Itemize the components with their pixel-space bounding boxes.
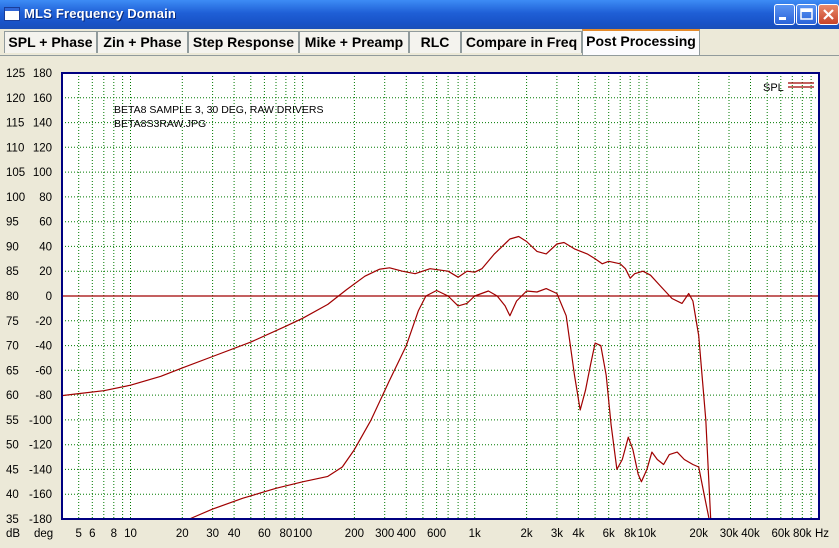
x-tick-label: 80k [793,528,812,540]
y-tick-label-db: 105 [6,167,25,179]
y-tick-label-db: 40 [6,489,19,501]
y-tick-label-deg: 60 [39,217,52,229]
x-tick-label: 20 [176,528,189,540]
y-tick-label-deg: -80 [35,390,52,402]
tab-step-response[interactable]: Step Response [188,31,299,53]
tab-spl-phase[interactable]: SPL + Phase [4,31,97,53]
y-tick-label-db: 90 [6,241,19,253]
y-tick-label-deg: -140 [29,464,52,476]
x-tick-label: 60 [258,528,271,540]
minimize-button[interactable] [774,4,795,25]
close-icon [823,9,834,20]
y-axis-unit-deg: deg [34,528,53,540]
y-tick-label-db: 125 [6,68,25,80]
y-tick-label-db: 70 [6,341,19,353]
x-tick-label: 100 [293,528,312,540]
y-tick-label-db: 35 [6,514,19,526]
y-tick-label-db: 85 [6,266,19,278]
tab-zin-phase[interactable]: Zin + Phase [97,31,188,53]
plot-note: BETA8 SAMPLE 3, 30 DEG, RAW DRIVERS [114,104,323,116]
x-tick-label: 1k [469,528,481,540]
y-axis-unit-db: dB [6,528,20,540]
y-tick-label-db: 80 [6,291,19,303]
x-tick-label: 400 [397,528,416,540]
x-tick-label: 10 [124,528,137,540]
x-tick-label: 80 [280,528,293,540]
y-tick-label-deg: 20 [39,266,52,278]
y-tick-label-db: 65 [6,365,19,377]
y-tick-label-deg: 180 [33,68,52,80]
legend-label: SPL [763,82,784,94]
series-line [189,288,710,520]
y-tick-label-deg: 120 [33,142,52,154]
x-tick-label: 4k [572,528,584,540]
y-tick-label-db: 100 [6,192,25,204]
y-tick-label-db: 55 [6,415,19,427]
x-tick-label: 10k [638,528,657,540]
plot-note: BETA8S3RAW.JPG [114,118,206,130]
y-tick-label-deg: -120 [29,440,52,452]
y-tick-label-deg: 80 [39,192,52,204]
frequency-response-chart[interactable]: SPL BETA8 SAMPLE 3, 30 DEG, RAW DRIVERS BE… [0,56,839,543]
tab-compare-in-freq[interactable]: Compare in Freq [461,31,582,53]
maximize-button[interactable] [796,4,817,25]
y-tick-label-db: 110 [6,142,24,154]
y-tick-label-deg: -60 [35,365,52,377]
y-tick-label-db: 60 [6,390,19,402]
x-tick-label: 20k [689,528,708,540]
y-tick-label-db: 120 [6,93,25,105]
x-tick-label: Hz [815,528,829,540]
y-tick-label-db: 45 [6,464,19,476]
window-title: MLS Frequency Domain [24,6,177,21]
x-tick-label: 2k [521,528,533,540]
y-tick-label-deg: -180 [29,514,52,526]
y-tick-label-deg: 40 [39,241,52,253]
y-tick-label-deg: -160 [29,489,52,501]
tab-mike-preamp[interactable]: Mike + Preamp [299,31,409,53]
x-tick-label: 8k [624,528,636,540]
y-tick-label-deg: 100 [33,167,52,179]
y-tick-label-db: 75 [6,316,19,328]
maximize-icon [800,8,813,20]
x-tick-label: 40 [228,528,241,540]
tab-bar: SPL + Phase Zin + Phase Step Response Mi… [0,29,839,56]
x-tick-label: 30 [206,528,219,540]
x-tick-label: 300 [375,528,394,540]
plot-panel: SPL BETA8 SAMPLE 3, 30 DEG, RAW DRIVERS BE… [0,56,839,543]
y-tick-label-deg: -20 [35,316,52,328]
y-tick-label-deg: 140 [33,118,52,130]
tab-rlc[interactable]: RLC [409,31,461,53]
x-tick-label: 60k [772,528,791,540]
y-tick-label-deg: -40 [35,341,52,353]
close-button[interactable] [818,4,839,25]
y-tick-label-db: 50 [6,440,19,452]
x-tick-label: 5 [75,528,81,540]
x-tick-label: 6k [603,528,615,540]
plot-frame [61,72,820,520]
x-tick-label: 8 [111,528,117,540]
x-tick-label: 6 [89,528,95,540]
y-tick-label-db: 115 [6,118,24,130]
y-tick-label-deg: 0 [46,291,52,303]
y-tick-label-deg: -100 [29,415,52,427]
minimize-icon [779,17,786,20]
x-tick-label: 40k [741,528,760,540]
x-tick-label: 3k [551,528,563,540]
x-tick-label: 600 [427,528,446,540]
app-window-icon [4,7,20,21]
title-bar: MLS Frequency Domain [0,0,839,29]
x-tick-label: 30k [720,528,739,540]
y-tick-label-db: 95 [6,217,19,229]
y-tick-label-deg: 160 [33,93,52,105]
tab-post-processing[interactable]: Post Processing [582,29,700,55]
series-line [61,235,712,520]
x-tick-label: 200 [345,528,364,540]
